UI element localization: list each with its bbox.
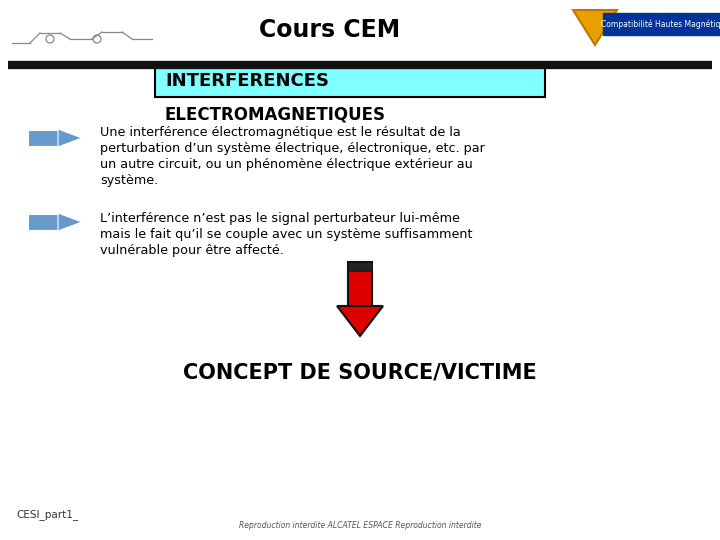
Polygon shape xyxy=(348,262,372,271)
FancyBboxPatch shape xyxy=(155,67,545,97)
Text: Compatibilité Hautes Magnétique: Compatibilité Hautes Magnétique xyxy=(601,19,720,29)
Text: Reproduction interdite ALCATEL ESPACE Reproduction interdite: Reproduction interdite ALCATEL ESPACE Re… xyxy=(239,521,481,530)
Text: ELECTROMAGNETIQUES: ELECTROMAGNETIQUES xyxy=(165,105,386,123)
Polygon shape xyxy=(58,129,82,147)
Text: mais le fait qu’il se couple avec un système suffisamment: mais le fait qu’il se couple avec un sys… xyxy=(100,228,472,241)
Text: CONCEPT DE SOURCE/VICTIME: CONCEPT DE SOURCE/VICTIME xyxy=(183,362,537,382)
Text: un autre circuit, ou un phénomène électrique extérieur au: un autre circuit, ou un phénomène électr… xyxy=(100,158,473,171)
Text: Une interférence électromagnétique est le résultat de la: Une interférence électromagnétique est l… xyxy=(100,126,461,139)
FancyBboxPatch shape xyxy=(603,13,720,35)
Polygon shape xyxy=(28,130,58,146)
Text: système.: système. xyxy=(100,174,158,187)
Polygon shape xyxy=(28,214,58,230)
Polygon shape xyxy=(348,262,372,306)
Text: perturbation d’un système électrique, électronique, etc. par: perturbation d’un système électrique, él… xyxy=(100,142,485,155)
Text: CESI_part1_: CESI_part1_ xyxy=(16,509,78,520)
Text: vulnérable pour être affecté.: vulnérable pour être affecté. xyxy=(100,244,284,257)
Polygon shape xyxy=(573,10,617,45)
Text: Cours CEM: Cours CEM xyxy=(259,18,400,42)
Text: INTERFERENCES: INTERFERENCES xyxy=(165,72,329,90)
Polygon shape xyxy=(58,213,82,231)
Polygon shape xyxy=(337,306,383,336)
Text: L’interférence n’est pas le signal perturbateur lui-même: L’interférence n’est pas le signal pertu… xyxy=(100,212,460,225)
